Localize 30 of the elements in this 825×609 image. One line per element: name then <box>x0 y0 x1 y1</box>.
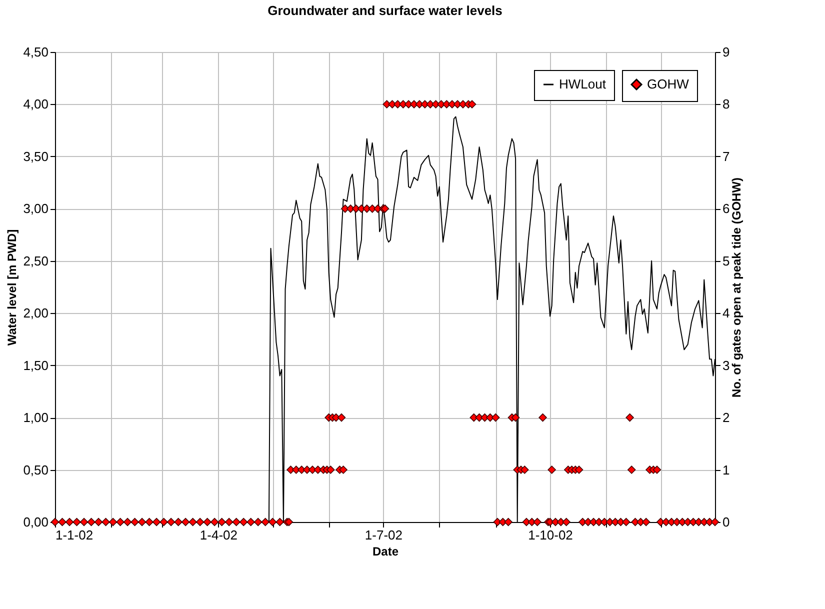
y2-tick-label: 8 <box>722 96 730 112</box>
y-tick-label: 0,50 <box>23 462 48 478</box>
y-tick-label: 0,00 <box>23 514 48 530</box>
y2-tick-label: 4 <box>722 306 730 321</box>
y2-tick-label: 0 <box>722 514 730 530</box>
x-tick-label: 1-4-02 <box>200 528 238 542</box>
x-tick-label: 1-10-02 <box>528 528 573 542</box>
y-tick-label: 3,00 <box>23 201 48 216</box>
legend-label: GOHW <box>647 76 690 92</box>
y2-tick-label: 6 <box>722 201 730 216</box>
y-tick-label: 1,50 <box>23 358 48 373</box>
y-tick-label: 1,00 <box>23 410 48 426</box>
y2-tick-label: 2 <box>722 410 730 426</box>
y-axis-title: Water level [m PWD] <box>5 229 20 346</box>
y2-tick-label: 9 <box>722 44 730 60</box>
y2-tick-label: 1 <box>722 462 730 478</box>
y2-tick-label: 3 <box>722 358 730 373</box>
x-tick-label: 1-1-02 <box>56 528 94 542</box>
y-tick-label: 2,50 <box>23 253 48 268</box>
y-tick-label: 2,00 <box>23 306 48 321</box>
y-tick-label: 3,50 <box>23 148 48 164</box>
x-tick-label: 1-7-02 <box>364 528 402 542</box>
y-tick-label: 4,00 <box>23 96 48 112</box>
legend-label: HWLout <box>559 76 606 92</box>
x-axis-title: Date <box>372 544 399 558</box>
y2-axis-title: No. of gates open at peak tide (GOHW) <box>730 177 744 398</box>
y2-tick-label: 7 <box>722 148 730 164</box>
y-tick-label: 4,50 <box>23 44 48 60</box>
y2-tick-label: 5 <box>722 253 730 268</box>
chart-title: Groundwater and surface water levels <box>268 3 502 18</box>
